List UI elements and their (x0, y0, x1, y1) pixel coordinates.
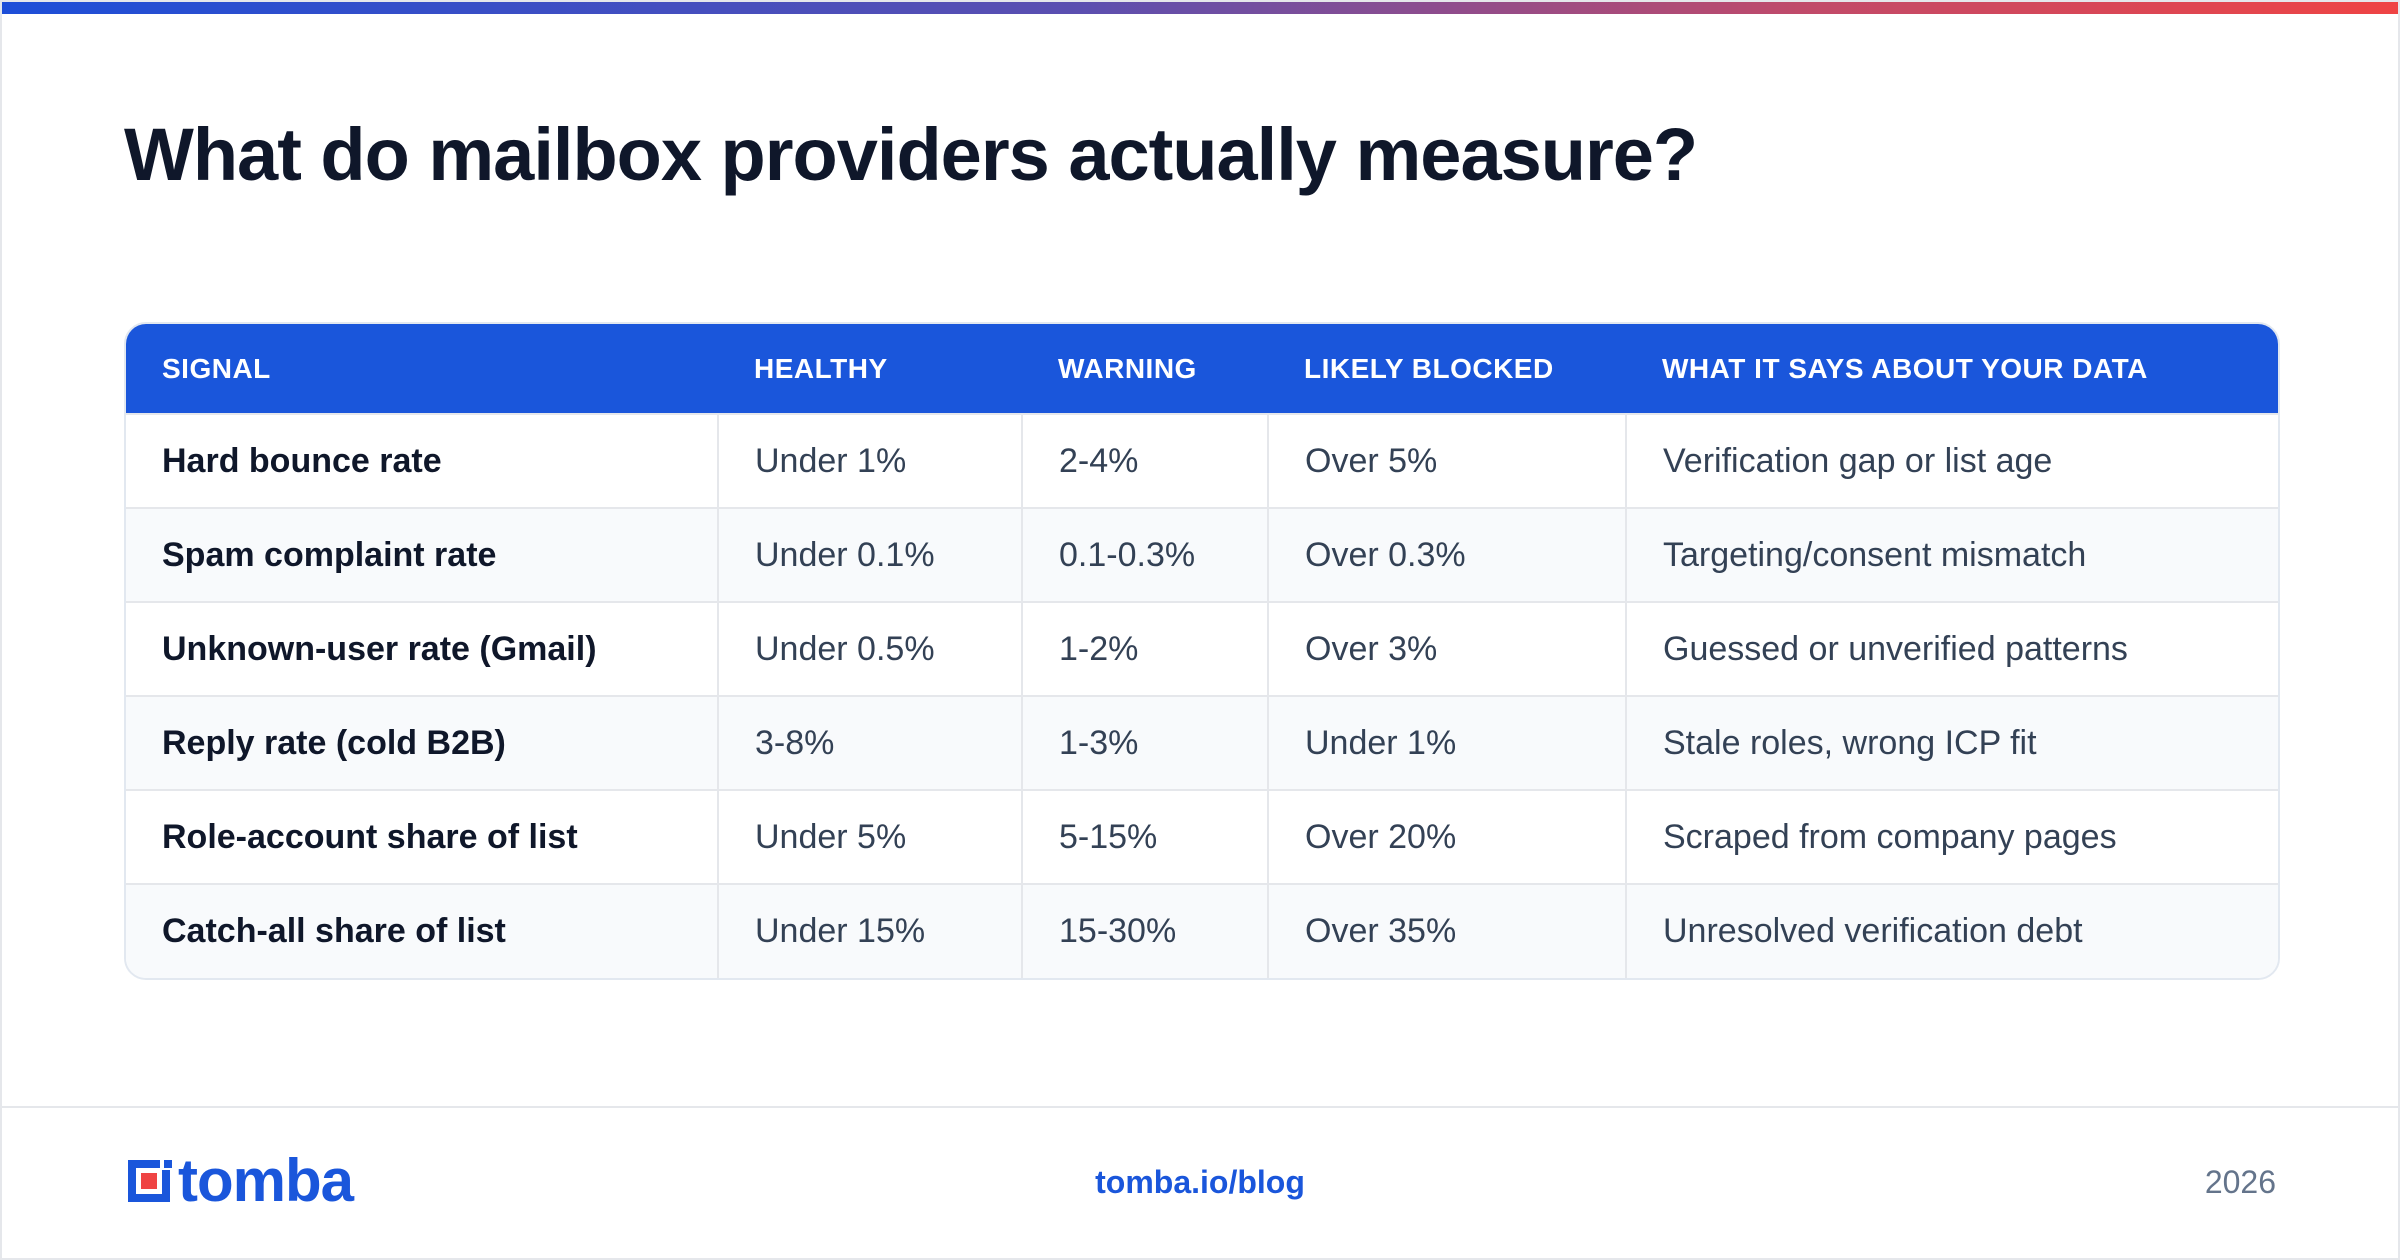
cell-signal: Hard bounce rate (126, 413, 718, 508)
table-row: Catch-all share of list Under 15% 15-30%… (126, 883, 2278, 978)
page-title: What do mailbox providers actually measu… (124, 113, 1698, 196)
tomba-logo: tomba (124, 1147, 354, 1214)
cell-likely-blocked: Over 35% (1267, 883, 1626, 978)
tomba-logo-mark-icon (128, 1156, 174, 1202)
cell-healthy: Under 0.5% (717, 601, 1022, 696)
cell-meaning: Stale roles, wrong ICP fit (1625, 695, 2278, 790)
cell-healthy: Under 5% (717, 789, 1022, 884)
cell-warning: 15-30% (1021, 883, 1268, 978)
cell-warning: 0.1-0.3% (1021, 507, 1268, 602)
cell-healthy: 3-8% (717, 695, 1022, 790)
cell-meaning: Verification gap or list age (1625, 413, 2278, 508)
cell-likely-blocked: Over 3% (1267, 601, 1626, 696)
gradient-accent-bar (2, 2, 2398, 14)
cell-warning: 5-15% (1021, 789, 1268, 884)
cell-likely-blocked: Under 1% (1267, 695, 1626, 790)
cell-meaning: Guessed or unverified patterns (1625, 601, 2278, 696)
cell-healthy: Under 15% (717, 883, 1022, 978)
footer-year: 2026 (2204, 1164, 2276, 1200)
table-row: Spam complaint rate Under 0.1% 0.1-0.3% … (126, 507, 2278, 602)
footer-divider (2, 1106, 2398, 1108)
header-likely-blocked: LIKELY BLOCKED (1268, 324, 1626, 414)
cell-healthy: Under 1% (717, 413, 1022, 508)
cell-healthy: Under 0.1% (717, 507, 1022, 602)
cell-warning: 2-4% (1021, 413, 1268, 508)
signals-table-container: SIGNAL HEALTHY WARNING LIKELY BLOCKED WH… (124, 322, 2280, 980)
table-row: Hard bounce rate Under 1% 2-4% Over 5% V… (126, 413, 2278, 508)
cell-meaning: Scraped from company pages (1625, 789, 2278, 884)
table-row: Reply rate (cold B2B) 3-8% 1-3% Under 1%… (126, 695, 2278, 790)
header-what-it-says: WHAT IT SAYS ABOUT YOUR DATA (1626, 324, 2278, 414)
table-row: Role-account share of list Under 5% 5-15… (126, 789, 2278, 884)
cell-signal: Reply rate (cold B2B) (126, 695, 718, 790)
header-healthy: HEALTHY (718, 324, 1022, 414)
cell-likely-blocked: Over 0.3% (1267, 507, 1626, 602)
cell-warning: 1-2% (1021, 601, 1268, 696)
brand-name: tomba (178, 1147, 354, 1214)
cell-meaning: Targeting/consent mismatch (1625, 507, 2278, 602)
cell-warning: 1-3% (1021, 695, 1268, 790)
blog-link[interactable]: tomba.io/blog (1095, 1164, 1305, 1200)
header-warning: WARNING (1022, 324, 1268, 414)
table-header-row: SIGNAL HEALTHY WARNING LIKELY BLOCKED WH… (126, 324, 2278, 414)
signals-table: SIGNAL HEALTHY WARNING LIKELY BLOCKED WH… (126, 324, 2278, 978)
cell-likely-blocked: Over 5% (1267, 413, 1626, 508)
table-row: Unknown-user rate (Gmail) Under 0.5% 1-2… (126, 601, 2278, 696)
cell-signal: Role-account share of list (126, 789, 718, 884)
cell-signal: Catch-all share of list (126, 883, 718, 978)
cell-meaning: Unresolved verification debt (1625, 883, 2278, 978)
cell-likely-blocked: Over 20% (1267, 789, 1626, 884)
cell-signal: Spam complaint rate (126, 507, 718, 602)
header-signal: SIGNAL (126, 324, 718, 414)
cell-signal: Unknown-user rate (Gmail) (126, 601, 718, 696)
